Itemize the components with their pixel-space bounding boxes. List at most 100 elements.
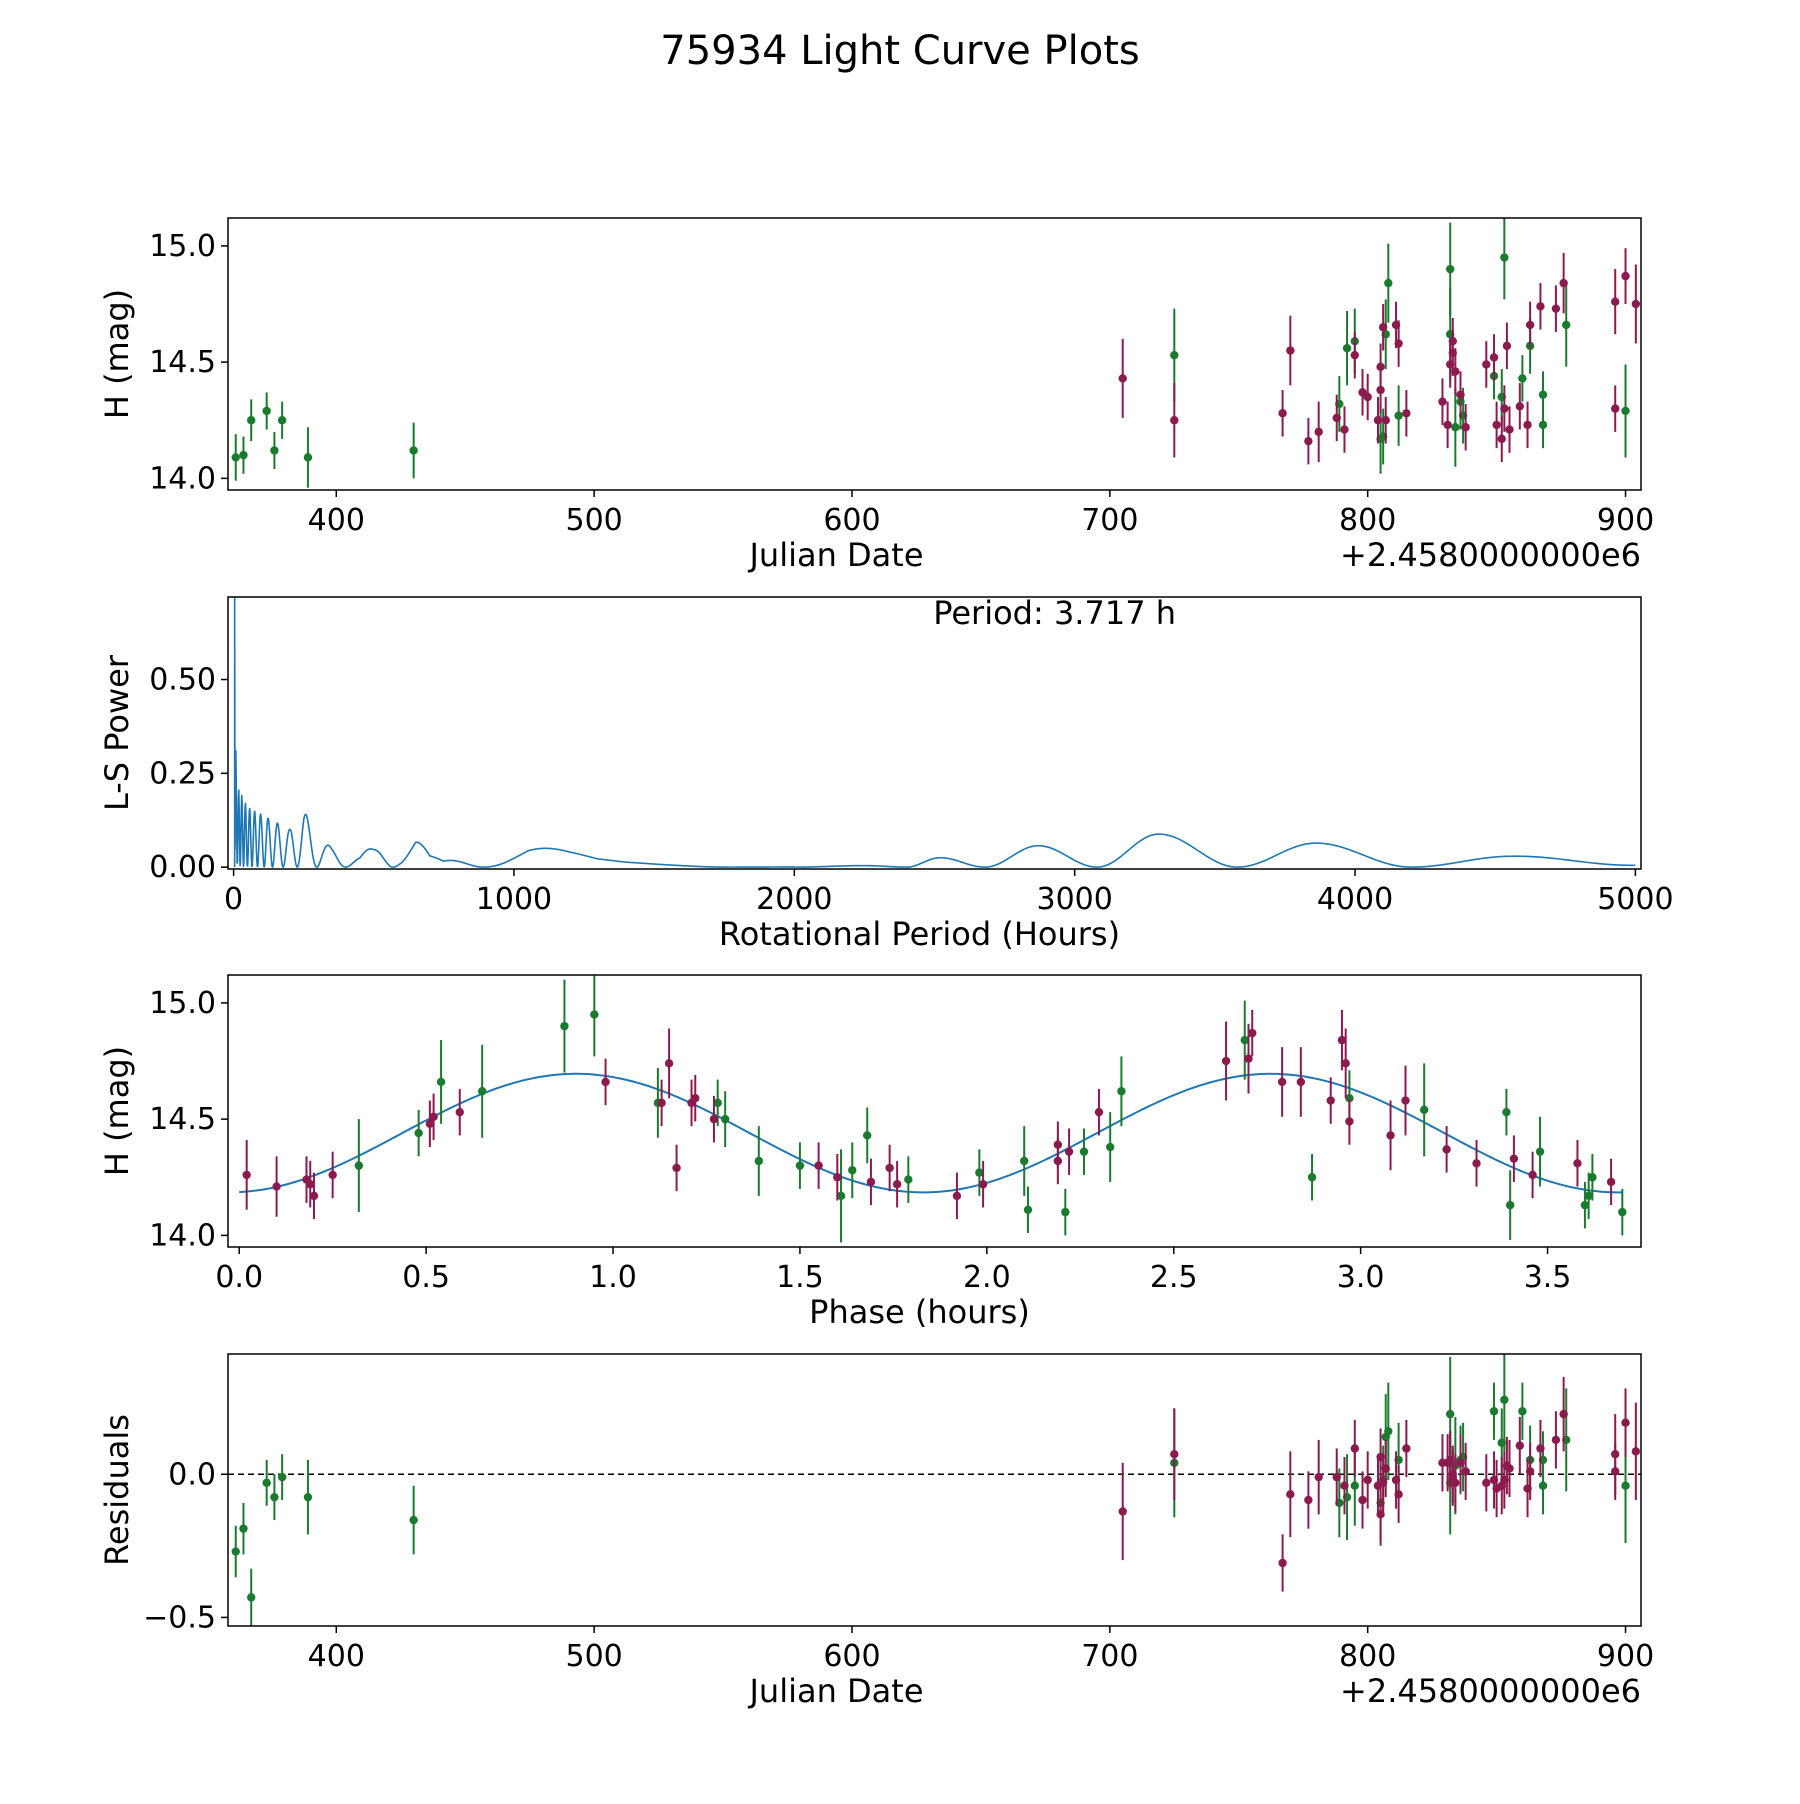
data-point <box>1332 413 1341 423</box>
x-tick-label: 0.0 <box>215 1260 263 1295</box>
data-point <box>1314 427 1323 437</box>
data-point <box>1118 374 1127 383</box>
data-point <box>1363 1475 1372 1485</box>
x-tick-label: 3000 <box>1036 882 1112 917</box>
data-point <box>1443 420 1452 430</box>
data-point <box>1611 297 1620 306</box>
x-tick-label: 3.0 <box>1337 1260 1385 1295</box>
data-point <box>1562 320 1571 330</box>
data-point <box>1456 1458 1465 1468</box>
data-point <box>1621 271 1630 281</box>
data-point <box>1278 1558 1287 1568</box>
data-point <box>1170 350 1179 360</box>
data-point <box>1277 1077 1287 1087</box>
data-point <box>1394 1490 1403 1499</box>
data-point <box>1094 1107 1104 1117</box>
phased-light-curve-panel: 0.0 0.5 1.0 1.5 2.0 2.5 3.0 3.5 14.0 14.5 15.0 Phas… <box>98 974 1642 1331</box>
data-point <box>892 1180 902 1189</box>
data-point <box>1350 1444 1359 1453</box>
data-point <box>1500 404 1509 413</box>
data-point <box>1559 278 1568 288</box>
data-point <box>328 1170 337 1180</box>
data-point <box>414 1128 423 1138</box>
data-point <box>720 1114 730 1124</box>
data-point <box>1170 416 1179 425</box>
data-point <box>590 1010 599 1019</box>
data-point <box>601 1077 610 1087</box>
data-point <box>1376 385 1385 395</box>
data-point <box>1551 304 1561 313</box>
data-point <box>270 446 279 455</box>
x-tick-label: 5000 <box>1597 882 1673 917</box>
y-tick-label: 14.0 <box>149 461 216 496</box>
x-tick-label: 600 <box>823 1639 880 1674</box>
y-tick-label: 0.00 <box>149 850 216 885</box>
x-tick-label: 500 <box>566 1639 623 1674</box>
data-point <box>1456 390 1465 399</box>
data-point <box>1438 397 1447 406</box>
data-point <box>1461 423 1470 432</box>
data-point <box>1505 425 1514 434</box>
data-point <box>1340 425 1349 434</box>
y-axis-label: Residuals <box>98 1414 136 1566</box>
x-tick-label: 400 <box>308 503 365 538</box>
data-point <box>1489 353 1499 362</box>
data-point <box>1337 1035 1347 1045</box>
fit-curve <box>239 1072 1623 1194</box>
data-point <box>1536 302 1545 311</box>
data-point <box>1341 1059 1350 1068</box>
data-point <box>1342 343 1352 353</box>
periodogram-line <box>233 597 1636 868</box>
data-point <box>1502 1107 1511 1117</box>
data-point <box>1505 1464 1514 1473</box>
data-point <box>1240 1035 1249 1045</box>
data-point <box>1451 423 1460 432</box>
data-point <box>277 416 287 425</box>
data-point <box>272 1182 281 1191</box>
data-point <box>1340 1481 1349 1490</box>
data-point <box>242 1170 251 1180</box>
x-axis-label: Phase (hours) <box>809 1293 1030 1331</box>
data-point <box>978 1180 988 1189</box>
y-tick-label: 0.25 <box>149 756 216 791</box>
data-point <box>1525 1467 1535 1476</box>
data-point <box>1105 1142 1115 1152</box>
data-point <box>1384 1427 1393 1436</box>
data-point <box>863 1131 872 1140</box>
data-point <box>1538 1481 1548 1490</box>
data-point <box>306 1180 315 1189</box>
data-point <box>1621 406 1630 416</box>
plot-area <box>231 218 1641 488</box>
x-tick-label: 500 <box>566 503 623 538</box>
light-curve-panel: 400 500 600 700 800 900 14.0 14.5 15.0 Julian Dat… <box>98 217 1654 574</box>
data-point <box>1535 1147 1545 1156</box>
x-tick-label: 400 <box>308 1639 365 1674</box>
data-point <box>429 1112 438 1122</box>
data-point <box>262 406 271 416</box>
data-point <box>1482 1478 1491 1488</box>
data-point <box>975 1168 984 1177</box>
data-point <box>1573 1159 1582 1168</box>
data-point <box>1525 320 1535 330</box>
data-point <box>1509 1154 1519 1163</box>
data-point <box>1304 436 1313 446</box>
axes-frame <box>227 596 1642 870</box>
data-point <box>1515 402 1525 411</box>
data-point <box>664 1059 674 1068</box>
data-point <box>354 1161 364 1170</box>
data-point <box>1401 1096 1410 1105</box>
y-tick-label: 14.5 <box>149 1102 216 1137</box>
data-point <box>1536 1444 1545 1453</box>
x-tick-label: 700 <box>1081 503 1138 538</box>
data-point <box>1500 253 1509 262</box>
data-point <box>1023 1205 1033 1215</box>
data-point <box>1502 341 1512 351</box>
data-point <box>952 1191 962 1201</box>
data-point <box>1461 1467 1470 1476</box>
x-axis-label: Julian Date <box>747 536 923 574</box>
data-point <box>904 1175 913 1184</box>
data-point <box>239 1524 248 1533</box>
data-point <box>1580 1200 1590 1210</box>
data-point <box>262 1478 271 1488</box>
